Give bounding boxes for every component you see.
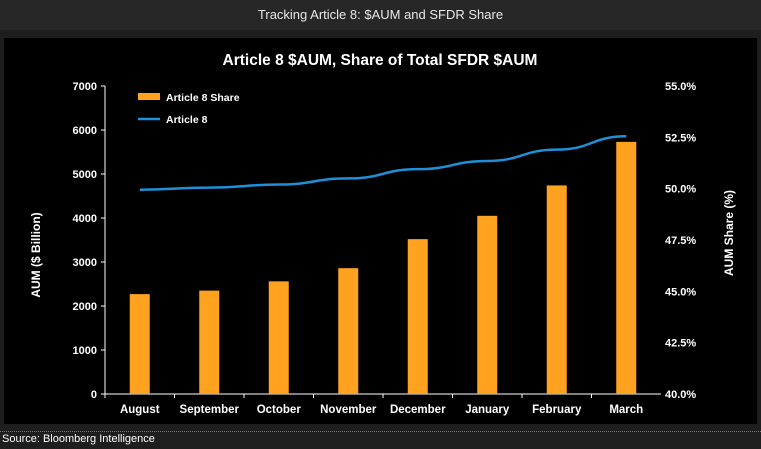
chart-panel: Article 8 $AUM, Share of Total SFDR $AUM…	[4, 38, 757, 424]
y-tick-label: 3000	[73, 257, 97, 269]
bar	[477, 215, 498, 394]
bar	[338, 268, 359, 394]
y-tick-label: 0	[91, 389, 97, 401]
divider	[0, 431, 761, 433]
y-tick-label: 5000	[73, 169, 97, 181]
y-axis-label: AUM ($ Billion)	[29, 212, 43, 297]
x-tick-label: August	[120, 404, 160, 416]
y-tick-label: 2000	[73, 301, 97, 313]
bar	[268, 281, 289, 394]
x-tick-label: October	[257, 404, 302, 416]
bar	[546, 185, 567, 394]
y2-tick-label: 55.0%	[665, 81, 696, 93]
legend-label-line: Article 8	[166, 114, 208, 126]
bar	[616, 141, 637, 394]
x-tick-label: December	[390, 404, 446, 416]
y2-tick-label: 47.5%	[665, 235, 696, 247]
labels-layer: 0 1000 2000 3000 4000 5000 6000 7000 40.0% 42.5% 4…	[73, 81, 697, 416]
y2-tick-label: 50.0%	[665, 184, 696, 196]
y2-tick-label: 42.5%	[665, 338, 696, 350]
x-tick-label: February	[532, 404, 582, 416]
legend-label-bar: Article 8 Share	[166, 92, 240, 104]
y-tick-label: 1000	[73, 345, 97, 357]
header-bar: Tracking Article 8: $AUM and SFDR Share	[0, 0, 761, 30]
y-tick-label: 4000	[73, 213, 97, 225]
bar	[129, 294, 150, 394]
line-layer	[139, 135, 627, 191]
chart-svg: Article 8 $AUM, Share of Total SFDR $AUM…	[29, 52, 736, 416]
y2-tick-label: 40.0%	[665, 389, 696, 401]
legend-swatch-bar	[138, 93, 160, 100]
bar	[199, 290, 220, 394]
x-tick-label: September	[180, 404, 240, 416]
series-line-article-8	[139, 135, 627, 191]
legend: Article 8 Share Article 8	[138, 92, 240, 126]
source-note: Source: Bloomberg Intelligence	[2, 433, 155, 445]
x-tick-label: November	[320, 404, 377, 416]
y-tick-label: 6000	[73, 125, 97, 137]
axes-layer	[101, 85, 661, 398]
bars-layer	[129, 141, 637, 394]
x-tick-label: March	[609, 404, 643, 416]
bar	[407, 239, 428, 394]
chart-title: Article 8 $AUM, Share of Total SFDR $AUM	[223, 52, 538, 69]
header-title: Tracking Article 8: $AUM and SFDR Share	[257, 7, 504, 22]
x-tick-label: January	[465, 404, 510, 416]
y2-tick-label: 45.0%	[665, 286, 696, 298]
y-tick-label: 7000	[73, 81, 97, 93]
y2-axis-label: AUM Share (%)	[722, 190, 736, 276]
y2-tick-label: 52.5%	[665, 132, 696, 144]
